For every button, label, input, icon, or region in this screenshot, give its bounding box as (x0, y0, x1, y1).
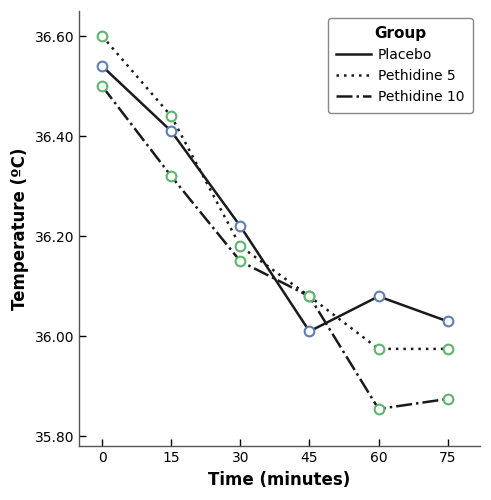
Line: Pethidine 5: Pethidine 5 (102, 36, 448, 349)
Pethidine 5 (376, 346, 382, 352)
Pethidine 5 (445, 346, 451, 352)
Placebo (306, 328, 312, 334)
Placebo (445, 318, 451, 324)
X-axis label: Time (minutes): Time (minutes) (208, 471, 351, 489)
Pethidine 10 (306, 294, 312, 300)
Pethidine 10 (445, 396, 451, 402)
Y-axis label: Temperature (ºC): Temperature (ºC) (11, 148, 29, 310)
Pethidine 5 (99, 33, 105, 39)
Pethidine 10 (168, 173, 174, 179)
Pethidine 5 (306, 294, 312, 300)
Placebo (99, 63, 105, 69)
Line: Pethidine 10: Pethidine 10 (102, 86, 448, 409)
Pethidine 5 (168, 113, 174, 119)
Placebo (376, 294, 382, 300)
Pethidine 5 (238, 244, 244, 250)
Legend: Placebo, Pethidine 5, Pethidine 10: Placebo, Pethidine 5, Pethidine 10 (328, 18, 473, 112)
Pethidine 10 (376, 406, 382, 412)
Placebo (168, 128, 174, 134)
Pethidine 10 (99, 83, 105, 89)
Placebo (238, 224, 244, 230)
Line: Placebo: Placebo (102, 66, 448, 332)
Pethidine 10 (238, 258, 244, 264)
